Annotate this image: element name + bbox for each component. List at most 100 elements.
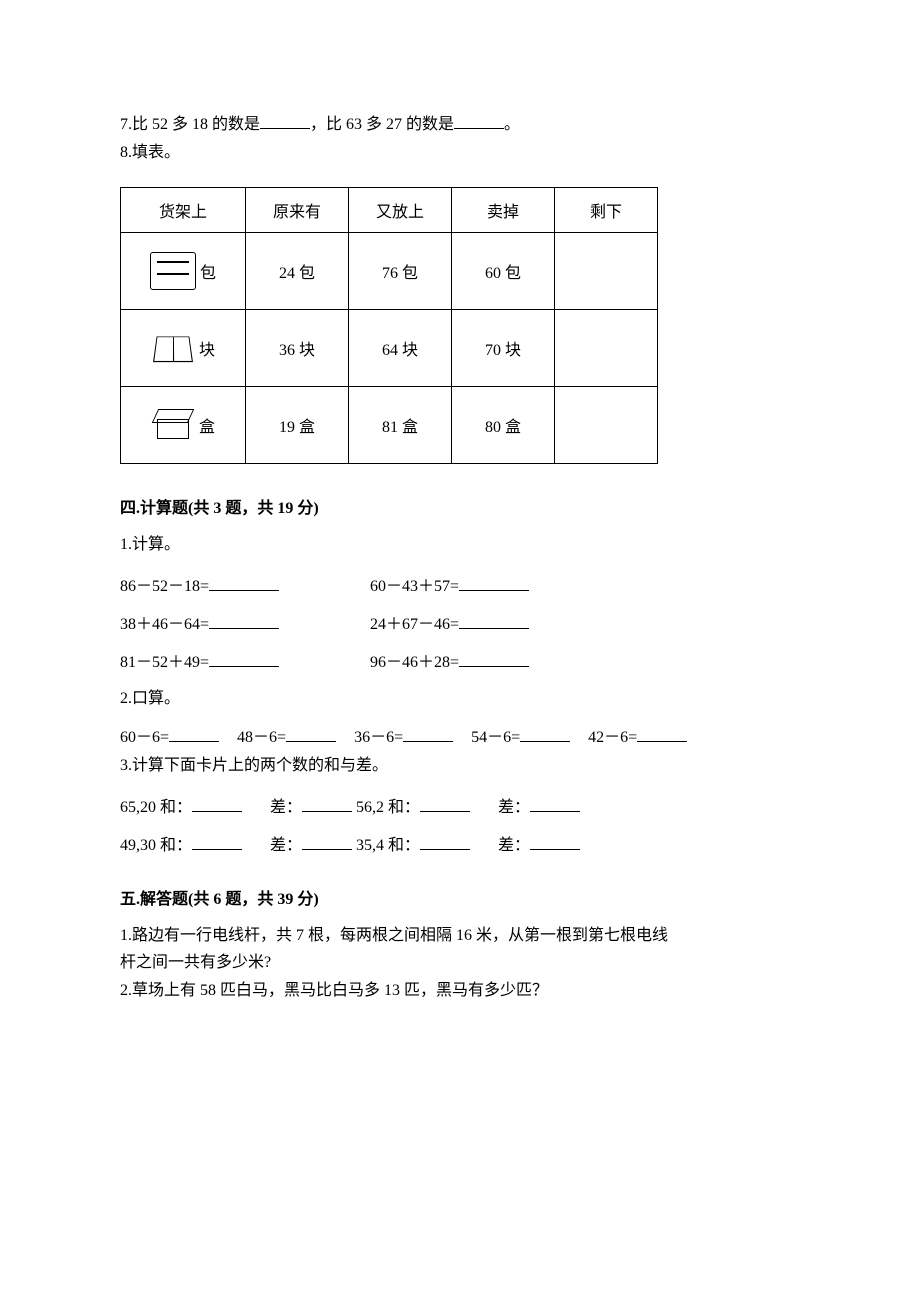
answer-blank[interactable] xyxy=(403,725,453,742)
q7-part1: 比 52 多 18 的数是 xyxy=(132,116,260,133)
answer-blank[interactable] xyxy=(420,795,470,812)
calc-expression: 96－46＋28= xyxy=(370,648,529,672)
card-row: 65,20 和：差： 56,2 和：差： xyxy=(120,793,800,817)
s5q1-line2: 杆之间一共有多少米? xyxy=(120,950,800,976)
kousuan-expression: 36－6= xyxy=(354,729,403,746)
q8-prefix: 8. xyxy=(120,144,132,161)
card-label: 65,20 和： xyxy=(120,799,192,816)
unit-label: 包 xyxy=(200,259,216,283)
answer-blank[interactable] xyxy=(209,612,279,629)
table-cell: 60 包 xyxy=(452,233,555,310)
s5q1-text1: 路边有一行电线杆，共 7 根，每两根之间相隔 16 米，从第一根到第七根电线 xyxy=(132,927,668,944)
answer-blank[interactable] xyxy=(209,650,279,667)
s4q3-rows: 65,20 和：差： 56,2 和：差：49,30 和：差： 35,4 和：差： xyxy=(120,793,800,855)
calc-expression: 86－52－18= xyxy=(120,572,370,596)
q7-part3: 。 xyxy=(504,116,520,133)
table-row-item: 盒 xyxy=(121,387,246,464)
s4q1-text: 计算。 xyxy=(132,536,180,553)
table-cell: 80 盒 xyxy=(452,387,555,464)
answer-blank[interactable] xyxy=(169,725,219,742)
s4q2-text: 口算。 xyxy=(132,690,180,707)
answer-blank[interactable] xyxy=(530,833,580,850)
table-cell[interactable] xyxy=(555,387,658,464)
bao-icon xyxy=(150,252,196,290)
s4q3-text: 计算下面卡片上的两个数的和与差。 xyxy=(132,757,388,774)
q7-prefix: 7. xyxy=(120,116,132,133)
s5q1-prefix: 1. xyxy=(120,927,132,944)
kuai-icon xyxy=(151,330,195,366)
answer-blank[interactable] xyxy=(637,725,687,742)
table-header: 卖掉 xyxy=(452,188,555,233)
card-label: 35,4 和： xyxy=(356,837,420,854)
calc-expression: 38＋46－64= xyxy=(120,610,370,634)
card-label: 差： xyxy=(498,837,530,854)
s4q3-heading: 3.计算下面卡片上的两个数的和与差。 xyxy=(120,753,800,779)
s4q3-prefix: 3. xyxy=(120,757,132,774)
s4q2-heading: 2.口算。 xyxy=(120,686,800,712)
question-7: 7.比 52 多 18 的数是 ，比 63 多 27 的数是 。 xyxy=(120,112,800,138)
calc-row: 86－52－18=60－43＋57= xyxy=(120,572,800,596)
s5q2-line: 2.草场上有 58 匹白马，黑马比白马多 13 匹，黑马有多少匹？ xyxy=(120,978,800,1004)
calc-expression: 60－43＋57= xyxy=(370,572,529,596)
s4q2-prefix: 2. xyxy=(120,690,132,707)
table-cell: 36 块 xyxy=(246,310,349,387)
calc-expression: 24＋67－46= xyxy=(370,610,529,634)
table-cell: 24 包 xyxy=(246,233,349,310)
answer-blank[interactable] xyxy=(459,650,529,667)
question-8: 8.填表。 xyxy=(120,140,800,166)
card-row: 49,30 和： 差： 35,4 和： 差： xyxy=(120,831,800,855)
unit-label: 块 xyxy=(199,336,215,360)
answer-blank[interactable] xyxy=(459,574,529,591)
card-label: 49,30 和： xyxy=(120,837,192,854)
table-cell: 19 盒 xyxy=(246,387,349,464)
table-cell: 70 块 xyxy=(452,310,555,387)
q7-blank1[interactable] xyxy=(260,112,310,129)
calc-row: 81－52＋49=96－46＋28= xyxy=(120,648,800,672)
table-header: 又放上 xyxy=(349,188,452,233)
table-header: 剩下 xyxy=(555,188,658,233)
s5q2-text: 草场上有 58 匹白马，黑马比白马多 13 匹，黑马有多少匹？ xyxy=(132,982,548,999)
card-label: 差： xyxy=(270,837,302,854)
section-5-title: 五.解答题(共 6 题，共 39 分) xyxy=(120,885,800,909)
answer-blank[interactable] xyxy=(459,612,529,629)
answer-blank[interactable] xyxy=(192,833,242,850)
s4q1-rows: 86－52－18=60－43＋57=38＋46－64=24＋67－46=81－5… xyxy=(120,572,800,672)
s5q2-prefix: 2. xyxy=(120,982,132,999)
table-cell: 81 盒 xyxy=(349,387,452,464)
kousuan-expression: 48－6= xyxy=(237,729,286,746)
answer-blank[interactable] xyxy=(302,833,352,850)
s4q1-heading: 1.计算。 xyxy=(120,532,800,558)
answer-blank[interactable] xyxy=(209,574,279,591)
answer-blank[interactable] xyxy=(530,795,580,812)
q8-text: 填表。 xyxy=(132,144,180,161)
calc-row: 38＋46－64=24＋67－46= xyxy=(120,610,800,634)
he-icon xyxy=(151,407,195,443)
kousuan-expression: 42－6= xyxy=(588,729,637,746)
unit-label: 盒 xyxy=(199,413,215,437)
answer-blank[interactable] xyxy=(420,833,470,850)
shelf-table: 货架上原来有又放上卖掉剩下包24 包76 包60 包块36 块64 块70 块盒… xyxy=(120,187,658,464)
calc-expression: 81－52＋49= xyxy=(120,648,370,672)
answer-blank[interactable] xyxy=(192,795,242,812)
table-header: 货架上 xyxy=(121,188,246,233)
s4q1-prefix: 1. xyxy=(120,536,132,553)
s4q2-row: 60－6= 48－6= 36－6= 54－6= 42－6= xyxy=(120,725,800,751)
table-row-item: 块 xyxy=(121,310,246,387)
table-row-item: 包 xyxy=(121,233,246,310)
page-content: 7.比 52 多 18 的数是 ，比 63 多 27 的数是 。 8.填表。 货架上… xyxy=(0,0,920,1065)
card-label: 差： xyxy=(498,799,530,816)
q7-part2: ，比 63 多 27 的数是 xyxy=(310,116,454,133)
kousuan-expression: 60－6= xyxy=(120,729,169,746)
table-cell: 76 包 xyxy=(349,233,452,310)
table-cell: 64 块 xyxy=(349,310,452,387)
card-label: 差： xyxy=(270,799,302,816)
answer-blank[interactable] xyxy=(286,725,336,742)
table-cell[interactable] xyxy=(555,233,658,310)
section-4-title: 四.计算题(共 3 题，共 19 分) xyxy=(120,494,800,518)
table-cell[interactable] xyxy=(555,310,658,387)
kousuan-expression: 54－6= xyxy=(471,729,520,746)
answer-blank[interactable] xyxy=(520,725,570,742)
s5q1-line1: 1.路边有一行电线杆，共 7 根，每两根之间相隔 16 米，从第一根到第七根电线 xyxy=(120,923,800,949)
answer-blank[interactable] xyxy=(302,795,352,812)
q7-blank2[interactable] xyxy=(454,112,504,129)
